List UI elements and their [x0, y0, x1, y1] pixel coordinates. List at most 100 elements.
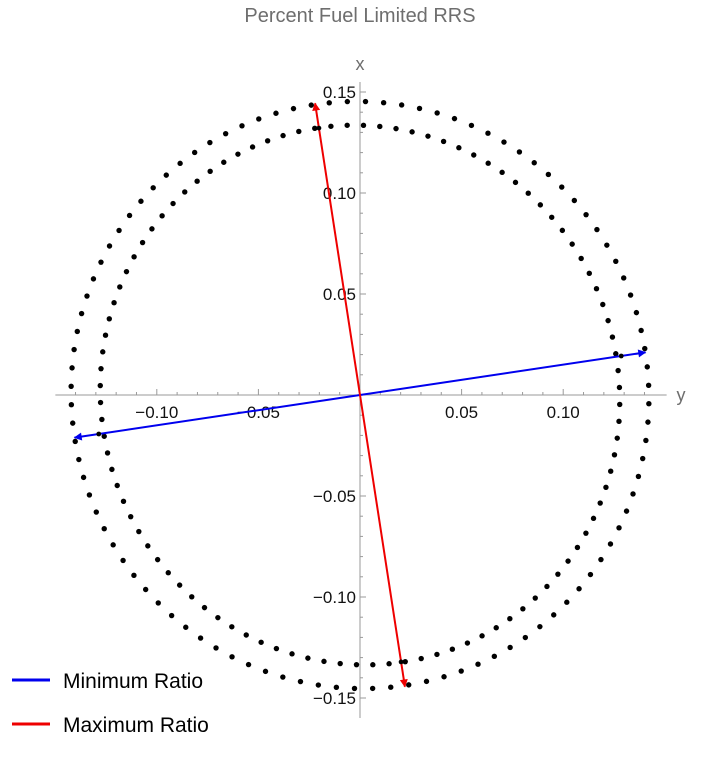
scatter-point: [68, 402, 75, 408]
scatter-point: [456, 145, 462, 151]
scatter-point: [613, 258, 619, 264]
scatter-point: [308, 102, 314, 108]
scatter-point: [616, 525, 622, 531]
scatter-point: [97, 382, 103, 389]
scatter-point: [109, 466, 115, 473]
scatter-point: [623, 508, 630, 514]
scatter-point: [633, 309, 640, 316]
scatter-point: [603, 484, 609, 490]
scatter-point: [607, 541, 614, 547]
scatter-point: [616, 418, 622, 425]
scatter-point: [458, 668, 464, 674]
scatter-point: [100, 349, 106, 355]
maximum-ratio-arrow: [312, 102, 361, 396]
scatter-point: [613, 351, 619, 357]
scatter-point: [377, 123, 383, 130]
scatter-point: [139, 239, 146, 246]
minimum-ratio-arrow-inner-point: [96, 431, 102, 437]
scatter-point: [645, 419, 651, 425]
scatter-point: [353, 661, 360, 668]
scatter-point: [590, 515, 597, 522]
scatter-point: [106, 243, 113, 249]
scatter-point: [388, 684, 394, 690]
scatter-point: [72, 438, 78, 445]
scatter-point: [333, 684, 340, 691]
scatter-point: [520, 606, 526, 612]
scatter-point: [441, 674, 447, 680]
scatter-point: [256, 116, 262, 122]
scatter-point: [315, 682, 322, 688]
scatter-point: [106, 316, 112, 322]
scatter-point: [321, 658, 327, 665]
scatter-point: [154, 556, 161, 563]
scatter-point: [369, 685, 376, 692]
scatter-point: [587, 571, 594, 578]
scatter-point: [597, 500, 603, 506]
scatter-point: [617, 401, 623, 408]
scatter-point: [583, 530, 589, 536]
scatter-point: [645, 382, 652, 388]
scatter-point: [258, 639, 264, 645]
scatter-point: [616, 384, 623, 391]
scatter-point: [491, 653, 498, 660]
scatter-point: [131, 572, 137, 579]
horizontal-tick-label: 0.10: [547, 403, 580, 422]
scatter-point: [569, 241, 575, 247]
scatter-point: [583, 211, 589, 218]
scatter-point: [522, 634, 529, 641]
scatter-point: [615, 367, 621, 374]
scatter-point: [614, 435, 620, 441]
scatter-point: [451, 115, 458, 122]
scatter-point: [176, 582, 183, 588]
scatter-point: [416, 105, 423, 112]
scatter-point: [555, 571, 561, 577]
scatter-point: [398, 102, 405, 108]
minimum-ratio-arrow: [359, 349, 647, 396]
vertical-tick-label: 0.05: [323, 285, 356, 304]
scatter-point: [643, 437, 649, 444]
scatter-point: [362, 98, 369, 105]
scatter-point: [90, 276, 97, 282]
scatter-point: [485, 160, 491, 166]
scatter-point: [150, 185, 156, 191]
scatter-point: [360, 122, 367, 129]
scatter-point: [425, 133, 431, 139]
scatter-point: [201, 604, 208, 611]
scatter-point: [149, 226, 155, 232]
scatter-point: [605, 317, 611, 324]
scatter-point: [464, 640, 471, 646]
scatter-point: [501, 139, 507, 145]
scatter-point: [423, 678, 430, 685]
scatter-point: [86, 492, 93, 498]
scatter-point: [609, 334, 616, 340]
scatter-point: [640, 455, 646, 462]
scatter-point: [565, 558, 571, 564]
maximum-ratio-arrow-inner-point: [316, 125, 322, 131]
maximum-ratio-arrow: [359, 394, 408, 688]
scatter-point: [289, 651, 295, 657]
scatter-point: [434, 110, 440, 116]
scatter-point: [537, 623, 543, 630]
chart-title: Percent Fuel Limited RRS: [244, 5, 475, 27]
vertical-tick-label: 0.10: [323, 184, 356, 203]
scatter-point: [635, 473, 642, 480]
scatter-point: [159, 213, 165, 219]
scatter-point: [111, 300, 117, 306]
scatter-point: [571, 197, 578, 204]
scatter-point: [78, 310, 85, 317]
scatter-point: [344, 98, 351, 105]
scatter-point: [627, 292, 634, 298]
scatter-point: [264, 138, 271, 144]
scatter-point: [485, 130, 491, 136]
scatter-point: [516, 149, 523, 155]
scatter-point: [370, 662, 376, 668]
scatter-point: [440, 138, 447, 145]
scatter-point: [239, 123, 245, 129]
scatter-point: [537, 202, 544, 208]
scatter-point: [123, 268, 130, 275]
scatter-point: [273, 110, 279, 116]
scatter-point: [229, 624, 235, 630]
scatter-point: [215, 614, 221, 621]
scatter-point: [98, 365, 104, 372]
scatter-point: [449, 646, 456, 652]
